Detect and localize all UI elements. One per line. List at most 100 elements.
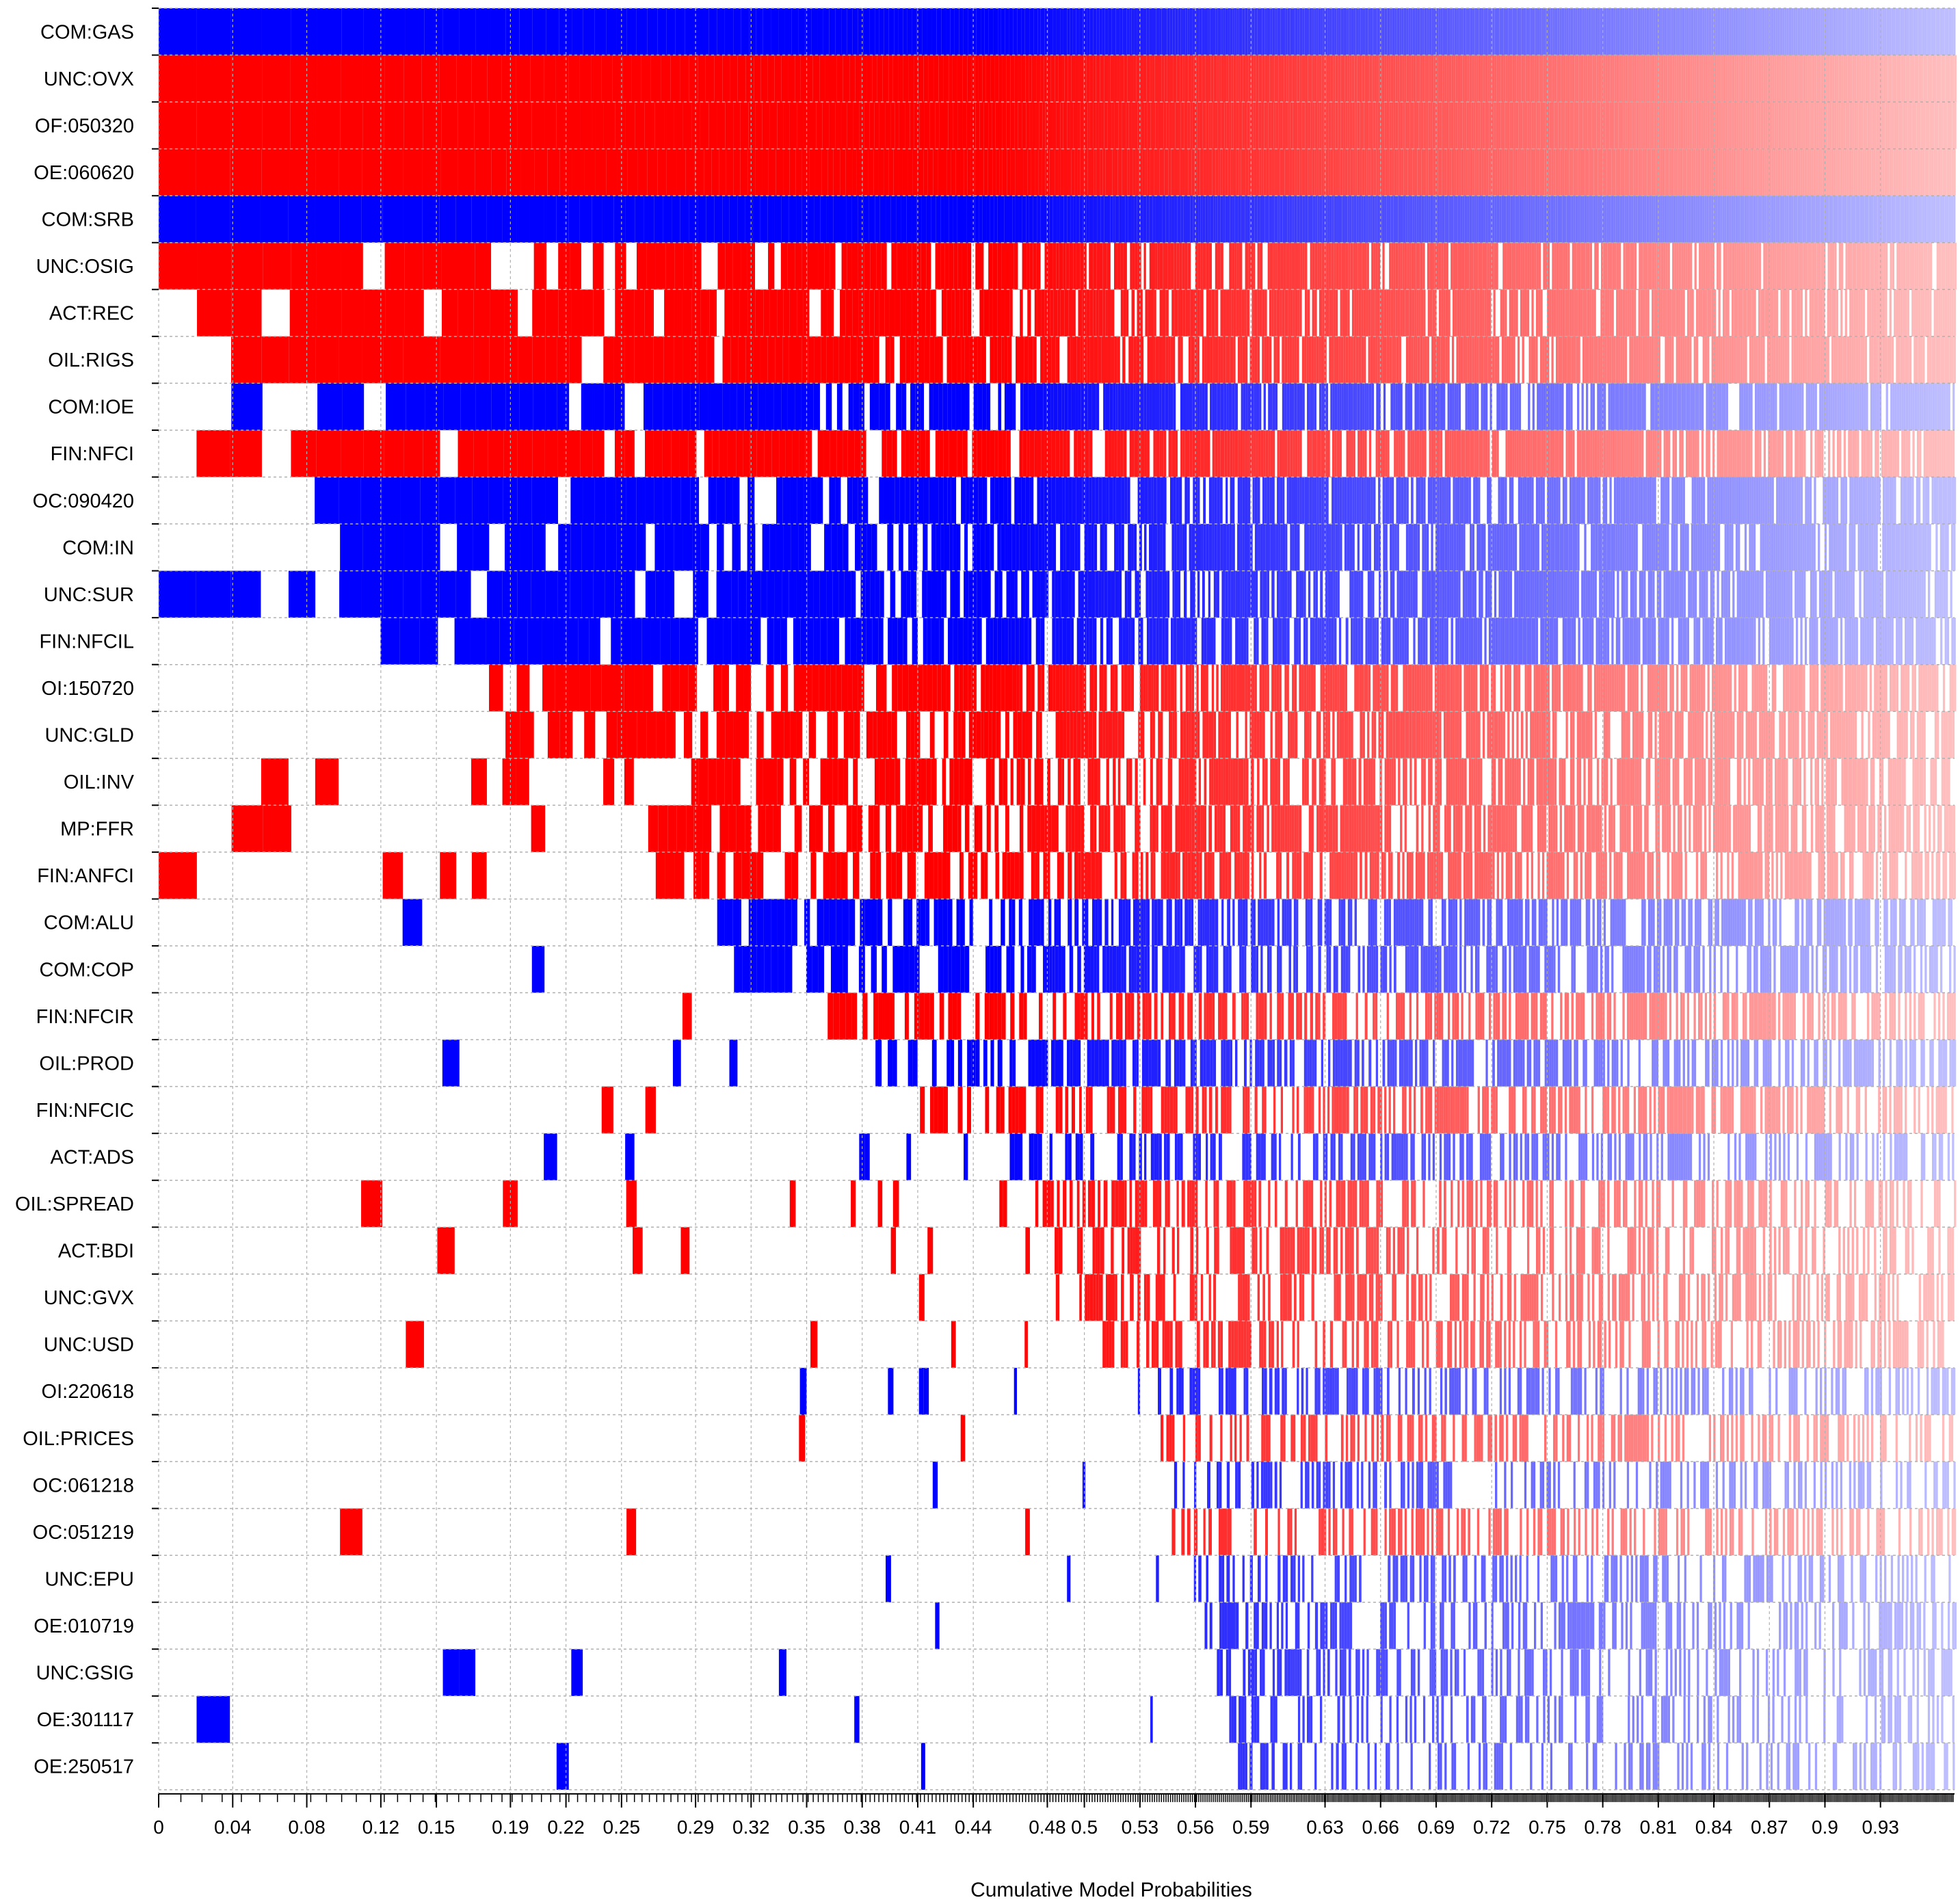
model-cell [1258,524,1260,571]
model-cell [1765,102,1768,149]
model-cell [1812,102,1814,149]
model-cell [1180,8,1183,55]
model-cell [1200,242,1203,290]
model-cell [1882,8,1885,55]
model-cell [1900,289,1903,336]
model-cell [975,148,980,196]
model-cell [1941,102,1944,149]
model-cell [1896,148,1898,196]
model-cell [1213,196,1216,243]
model-cell [1272,8,1275,55]
model-cell [1343,242,1346,290]
model-cell [1800,336,1803,384]
model-cell [1876,102,1879,149]
model-cell [1245,430,1247,477]
model-cell [1018,196,1022,243]
model-cell [1760,102,1764,149]
model-cell [1545,55,1548,103]
model-cell [384,430,404,477]
model-cell [1282,8,1286,55]
model-cell [1398,102,1401,149]
model-cell [1292,8,1295,55]
model-cell [1257,477,1260,525]
model-cell [1462,55,1465,103]
model-cell [1292,55,1295,103]
model-cell [1864,383,1866,430]
model-cell [1357,148,1360,196]
model-cell [1896,336,1898,384]
model-cell [1427,336,1429,384]
model-cell [1378,477,1381,525]
model-cell [1610,383,1613,430]
model-cell [1492,336,1495,384]
model-cell [1895,196,1898,243]
model-cell [1913,196,1916,243]
model-cell [1223,8,1226,55]
model-cell [1629,289,1632,336]
model-cell [490,8,506,55]
model-cell [339,336,362,384]
model-cell [1927,55,1930,103]
model-cell [556,196,569,243]
model-cell [364,289,386,336]
model-cell [1820,242,1824,290]
model-cell [1820,102,1823,149]
model-cell [614,383,625,430]
variable-row-cells [197,289,1957,336]
model-cell [1573,196,1576,243]
model-cell [1948,8,1952,55]
model-cell [1437,477,1440,525]
model-cell [1922,289,1925,336]
model-cell [1307,383,1310,430]
model-cell [262,102,291,149]
model-cell [1725,477,1727,525]
model-cell [1678,196,1680,243]
model-cell [1712,102,1714,149]
model-cell [1408,336,1412,384]
model-cell [1552,8,1555,55]
model-cell [1426,148,1429,196]
model-cell [1769,196,1771,243]
model-cell [1787,289,1790,336]
model-cell [290,55,317,103]
model-cell [1764,477,1768,525]
model-cell [1412,196,1415,243]
model-cell [1094,336,1098,384]
model-cell [1838,55,1842,103]
model-cell [1400,430,1403,477]
model-cell [1273,102,1276,149]
model-cell [1940,477,1943,525]
model-cell [1344,477,1347,525]
model-cell [1718,289,1721,336]
model-cell [1757,430,1760,477]
model-cell [1903,383,1906,430]
model-cell [1616,477,1619,525]
model-cell [852,148,857,196]
model-cell [1656,336,1658,384]
model-cell [1788,383,1790,430]
model-cell [1948,430,1950,477]
model-cell [1381,8,1385,55]
model-cell [1573,336,1576,384]
model-cell [1598,148,1600,196]
model-cell [1348,336,1351,384]
model-cell [1907,55,1910,103]
model-cell [1631,196,1634,243]
model-cell [1360,8,1363,55]
model-cell [1218,336,1221,384]
model-cell [1336,148,1338,196]
model-cell [1219,55,1221,103]
model-cell [990,524,994,571]
model-cell [1595,148,1598,196]
model-cell [1603,55,1606,103]
model-cell [1827,196,1829,243]
model-cell [908,148,913,196]
model-cell [1638,148,1641,196]
model-cell [231,336,262,384]
model-cell [764,430,772,477]
model-cell [1717,55,1719,103]
model-cell [1403,8,1407,55]
model-cell [1302,242,1305,290]
model-cell [612,55,623,103]
model-cell [1561,55,1563,103]
